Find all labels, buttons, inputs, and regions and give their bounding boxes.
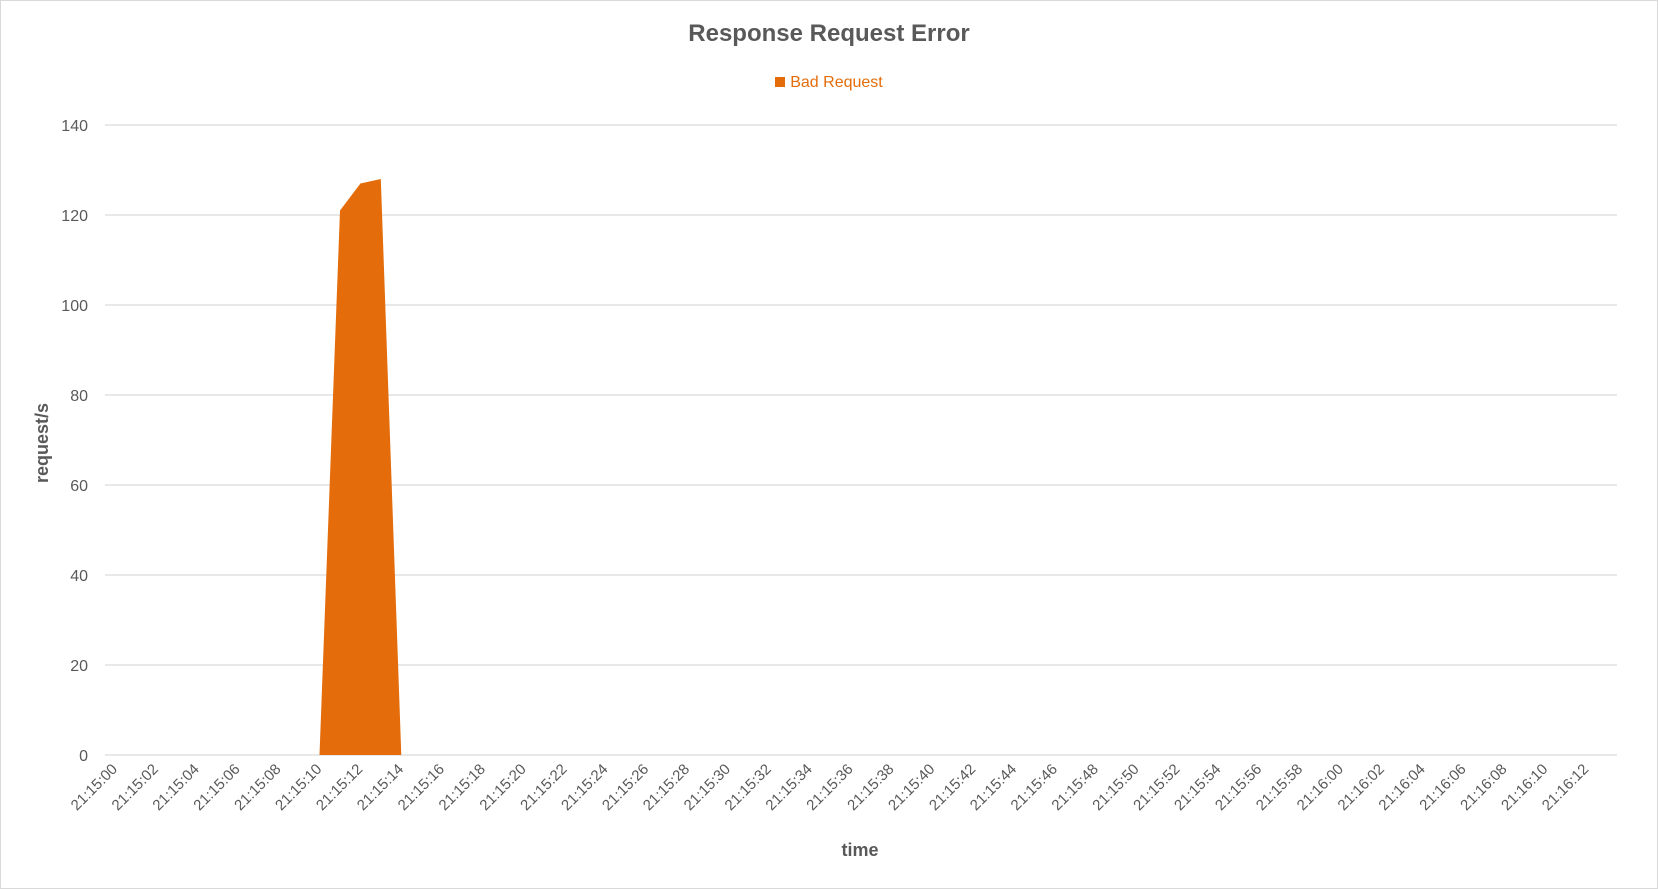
y-axis-title: request/s: [32, 403, 52, 483]
area-series-bad-request: [115, 179, 1607, 755]
area-layer: [115, 179, 1607, 755]
legend: Bad Request: [0, 74, 1658, 92]
y-tick-label-140: 140: [61, 118, 88, 135]
y-tick-label-20: 20: [70, 658, 88, 675]
y-tick-label-0: 0: [79, 748, 88, 765]
y-tick-label-60: 60: [70, 478, 88, 495]
y-tick-label-120: 120: [61, 208, 88, 225]
y-tick-labels: 0 20 40 60 80 100 120 140: [61, 118, 88, 765]
chart-title: Response Request Error: [688, 20, 970, 47]
y-tick-label-80: 80: [70, 388, 88, 405]
y-tick-label-40: 40: [70, 568, 88, 585]
x-tick-labels: 21:15:0021:15:0221:15:0421:15:0621:15:08…: [68, 761, 1592, 814]
x-axis-title: time: [841, 840, 878, 860]
legend-label-bad-request: Bad Request: [790, 74, 883, 91]
y-tick-label-100: 100: [61, 298, 88, 315]
legend-swatch-bad-request: [775, 77, 786, 87]
